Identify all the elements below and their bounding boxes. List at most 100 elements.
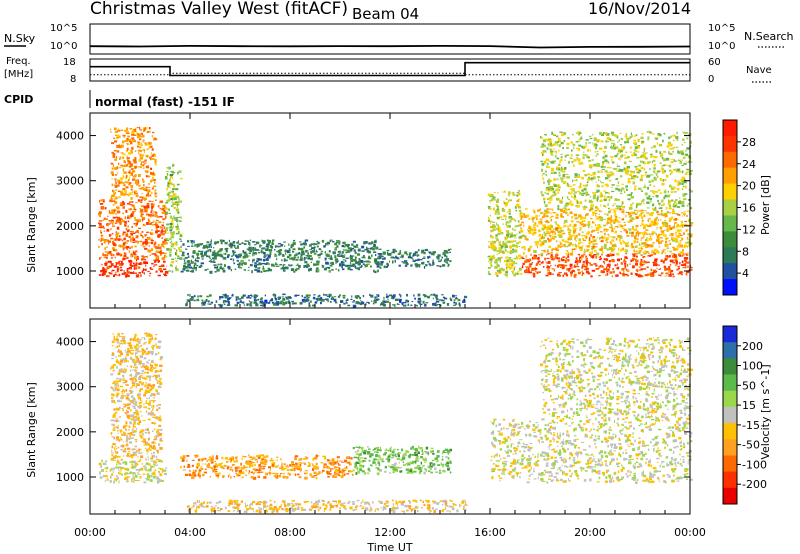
- heat-cell: [658, 264, 660, 266]
- heat-cell: [603, 198, 607, 202]
- heat-cell: [630, 195, 634, 199]
- heat-cell: [533, 228, 536, 232]
- heat-cell: [647, 273, 649, 276]
- heat-cell: [147, 189, 151, 193]
- heat-cell: [110, 196, 112, 200]
- heat-cell: [151, 229, 153, 231]
- heat-cell: [518, 206, 521, 209]
- heat-cell: [552, 228, 556, 230]
- heat-cell: [429, 252, 431, 254]
- heat-cell: [552, 194, 556, 197]
- heat-cell: [360, 260, 364, 263]
- heat-cell: [635, 255, 638, 258]
- heat-cell: [492, 228, 496, 231]
- heat-cell: [582, 184, 585, 187]
- heat-cell: [140, 142, 143, 146]
- heat-cell: [631, 134, 633, 138]
- heat-cell: [137, 472, 139, 474]
- heat-cell: [356, 253, 361, 256]
- heat-cell: [507, 265, 511, 269]
- heat-cell: [689, 268, 693, 271]
- heat-cell: [442, 252, 446, 256]
- heat-cell: [594, 165, 598, 167]
- heat-cell: [414, 259, 418, 262]
- heat-cell: [114, 208, 117, 212]
- heat-cell: [274, 296, 277, 299]
- heat-cell: [330, 262, 333, 265]
- heat-cell: [623, 262, 627, 265]
- heat-cell: [186, 252, 189, 255]
- heat-cell: [611, 142, 615, 145]
- heat-cell: [532, 233, 535, 235]
- heat-cell: [355, 246, 359, 248]
- heat-cell: [557, 246, 560, 249]
- heat-cell: [134, 464, 137, 468]
- heat-cell: [342, 268, 345, 271]
- heat-cell: [150, 203, 153, 206]
- heat-cell: [227, 265, 231, 269]
- heat-cell: [534, 222, 537, 225]
- heat-cell: [402, 261, 406, 264]
- heat-cell: [324, 251, 326, 254]
- heat-cell: [598, 216, 602, 218]
- heat-cell: [241, 262, 243, 266]
- heat-cell: [605, 268, 609, 271]
- heat-cell: [115, 263, 118, 267]
- heat-cell: [503, 200, 505, 203]
- heat-cell: [168, 195, 171, 198]
- heat-cell: [590, 177, 594, 180]
- heat-cell: [140, 209, 143, 212]
- heat-cell: [150, 268, 154, 270]
- heat-cell: [544, 191, 546, 194]
- heat-cell: [112, 155, 115, 158]
- heat-cell: [136, 265, 138, 267]
- heat-cell: [248, 252, 251, 254]
- heat-cell: [511, 259, 514, 262]
- heat-cell: [669, 169, 672, 172]
- heat-cell: [120, 245, 122, 248]
- heat-cell: [560, 214, 563, 218]
- heat-cell: [302, 253, 305, 256]
- heat-cell: [108, 211, 113, 215]
- heat-cell: [593, 139, 597, 141]
- heat-cell: [547, 272, 550, 275]
- heat-cell: [191, 245, 194, 247]
- heat-cell: [567, 251, 569, 254]
- heat-cell: [175, 257, 176, 260]
- heat-cell: [574, 243, 576, 247]
- heat-cell: [646, 207, 650, 209]
- heat-cell: [112, 459, 116, 461]
- heat-cell: [149, 479, 153, 482]
- heat-cell: [643, 186, 647, 189]
- heat-cell: [122, 134, 126, 137]
- heat-cell: [660, 259, 663, 262]
- heat-cell: [634, 146, 638, 150]
- heat-cell: [610, 147, 615, 150]
- heat-cell: [376, 296, 378, 298]
- heat-cell: [590, 174, 593, 176]
- heat-cell: [127, 135, 130, 138]
- heat-cell: [200, 264, 203, 268]
- heat-cell: [132, 208, 134, 210]
- heat-cell: [565, 154, 570, 156]
- heat-cell: [533, 210, 536, 214]
- heat-cell: [116, 232, 120, 235]
- heat-cell: [260, 300, 264, 303]
- heat-cell: [593, 254, 596, 256]
- heat-cell: [132, 211, 135, 214]
- heat-cell: [280, 244, 283, 247]
- heat-cell: [130, 193, 134, 195]
- heat-cell: [644, 261, 648, 264]
- heat-cell: [686, 137, 689, 139]
- heat-cell: [128, 170, 131, 174]
- heat-cell: [513, 267, 515, 271]
- heat-cell: [123, 164, 127, 167]
- heat-cell: [114, 167, 118, 170]
- heat-cell: [219, 253, 223, 257]
- heat-cell: [615, 187, 619, 191]
- heat-cell: [103, 200, 105, 203]
- heat-cell: [442, 296, 446, 299]
- heat-cell: [606, 248, 609, 251]
- heat-cell: [653, 167, 655, 170]
- heat-cell: [139, 166, 142, 169]
